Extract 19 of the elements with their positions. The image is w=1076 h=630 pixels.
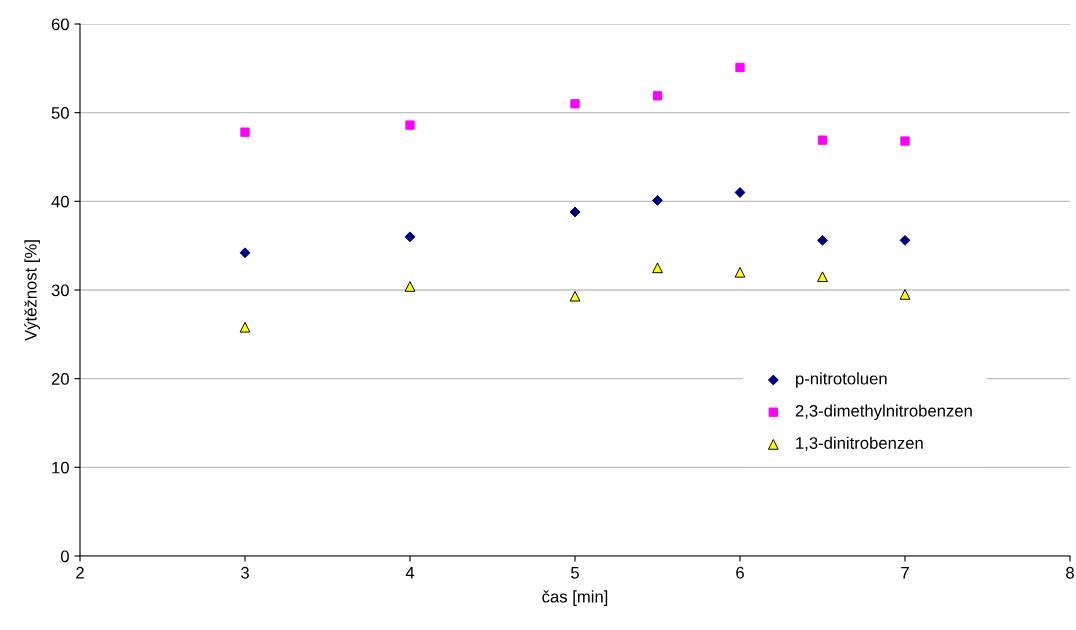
- y-tick-label: 40: [51, 195, 69, 208]
- x-tick-label: 3: [241, 566, 249, 579]
- y-tick-label: 50: [51, 107, 69, 119]
- y-tick-label: 20: [51, 373, 69, 385]
- x-tick-label: 5: [571, 567, 579, 579]
- y-axis-title: Výtěžnost [%]: [24, 240, 40, 341]
- y-tick-label: 0: [60, 550, 69, 563]
- legend-label: 2,3-dimethylnitrobenzen: [795, 404, 972, 421]
- x-axis-title: čas [min]: [542, 590, 608, 606]
- y-tick-label: 60: [51, 18, 69, 31]
- x-tick-label: 8: [1066, 566, 1074, 579]
- x-tick-label: 2: [76, 566, 84, 579]
- x-tick-label: 7: [901, 567, 909, 579]
- y-tick-label: 30: [51, 284, 69, 297]
- legend-label: 1,3-dinitrobenzen: [796, 436, 923, 451]
- x-tick-label: 4: [405, 567, 415, 579]
- x-tick-label: 6: [736, 566, 744, 579]
- legend-label: p-nitrotoluen: [796, 372, 887, 388]
- y-tick-label: 10: [52, 461, 69, 474]
